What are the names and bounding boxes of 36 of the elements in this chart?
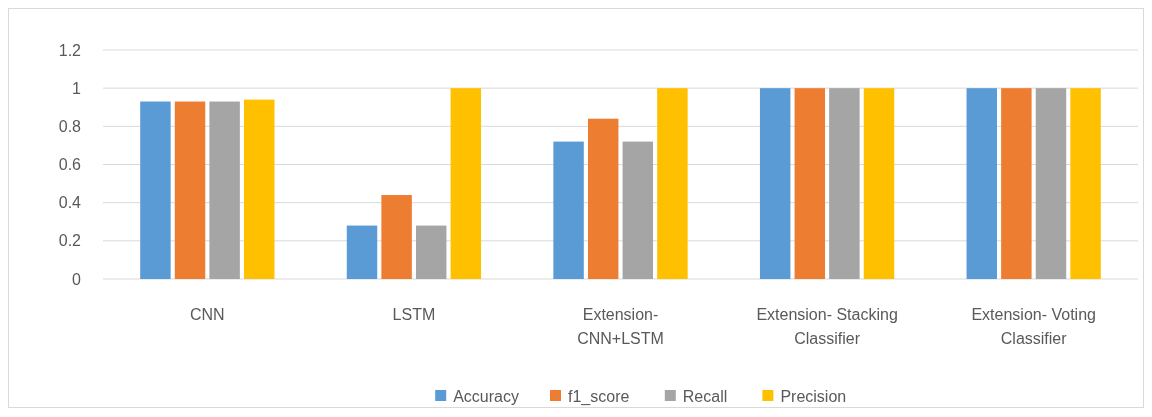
- bar: [966, 88, 997, 279]
- bar: [346, 225, 378, 279]
- bar: [794, 88, 826, 279]
- y-tick-label: 0.8: [58, 117, 82, 135]
- y-tick-label: 0.6: [58, 156, 82, 174]
- y-tick-label: 0.4: [58, 194, 82, 212]
- bar: [829, 88, 860, 279]
- bar: [381, 195, 412, 279]
- y-tick-label: 1.2: [58, 41, 82, 59]
- y-tick-label: 1: [72, 79, 82, 97]
- x-tick-label: Extension- Stacking Classifier: [756, 306, 898, 347]
- legend-label: Recall: [682, 387, 728, 405]
- bar: [863, 88, 895, 279]
- bar: [1035, 88, 1067, 279]
- bar: [759, 88, 791, 279]
- x-tick-label: CNN: [189, 306, 225, 323]
- x-tick-label: Extension- CNN+LSTM: [577, 306, 664, 347]
- x-tick-label: LSTM: [392, 306, 436, 323]
- legend-label: Accuracy: [453, 387, 519, 405]
- bar: [657, 88, 688, 279]
- x-tick-label: Extension- Voting Classifier: [971, 306, 1096, 347]
- bar: [587, 118, 619, 279]
- y-tick-label: 0.2: [58, 232, 82, 250]
- bar: [622, 141, 654, 279]
- bar: [553, 141, 584, 279]
- bar: [450, 88, 482, 279]
- bar: [244, 99, 275, 279]
- y-tick-label: 0: [72, 270, 82, 288]
- bar: [174, 101, 206, 279]
- bar: [209, 101, 240, 279]
- bar: [140, 101, 171, 279]
- legend-label: f1_score: [568, 387, 630, 406]
- bar: [415, 225, 447, 279]
- bar: [1001, 88, 1032, 279]
- bar: [1070, 88, 1101, 279]
- legend-label: Precision: [780, 387, 847, 405]
